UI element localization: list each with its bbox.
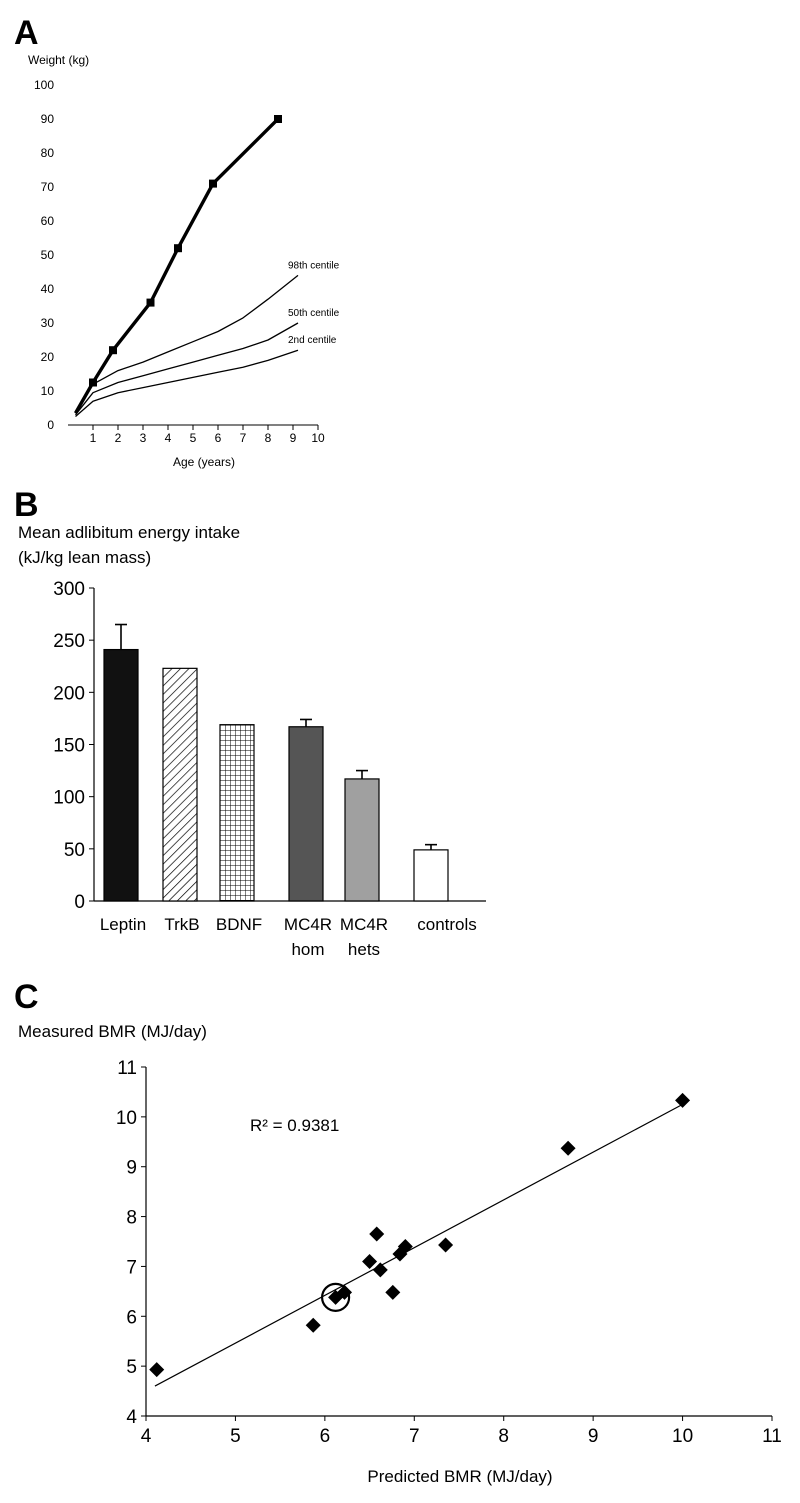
- c-x-tick-label: 6: [320, 1426, 331, 1447]
- b-y-axis-label-line1: Mean adlibitum energy intake: [18, 523, 240, 542]
- c-data-point: [438, 1237, 454, 1253]
- c-data-point: [675, 1092, 691, 1108]
- c-x-tick-label: 7: [409, 1426, 420, 1447]
- a-x-tick-label: 9: [290, 431, 297, 445]
- c-y-tick-label: 10: [116, 1108, 137, 1129]
- a-data-point: [274, 115, 282, 123]
- a-data-point: [89, 378, 97, 387]
- c-x-tick-label: 8: [498, 1426, 509, 1447]
- a-x-tick-label: 1: [90, 431, 97, 445]
- c-data-point: [372, 1262, 388, 1278]
- b-category-label: TrkB: [164, 915, 199, 934]
- a-patient-weight-line: [74, 117, 280, 414]
- b-category-label: MC4R: [284, 915, 332, 934]
- a-x-tick-label: 7: [240, 431, 247, 445]
- c-y-tick-label: 11: [117, 1058, 137, 1079]
- b-category-label: Leptin: [100, 915, 146, 934]
- panel-label-a: A: [14, 14, 39, 52]
- a-series-label: 50th centile: [288, 308, 340, 319]
- c-data-point: [305, 1317, 321, 1333]
- b-bar: [162, 667, 198, 902]
- a-y-tick-label: 100: [34, 78, 54, 92]
- b-category-label-line2: hets: [348, 940, 380, 959]
- a-y-tick-label: 50: [41, 248, 55, 262]
- b-category-label-line2: hom: [291, 940, 324, 959]
- b-category-label: MC4R: [340, 915, 388, 934]
- b-y-tick-label: 150: [53, 736, 85, 757]
- c-x-tick-label: 4: [141, 1426, 152, 1447]
- c-y-tick-label: 7: [126, 1257, 137, 1278]
- a-y-tick-label: 90: [41, 112, 55, 126]
- a-x-tick-label: 2: [115, 431, 122, 445]
- b-bar: [219, 724, 255, 902]
- a-y-tick-label: 60: [41, 214, 55, 228]
- a-data-point: [209, 179, 217, 188]
- a-y-tick-label: 70: [41, 180, 55, 194]
- a-data-point: [174, 244, 182, 253]
- c-y-tick-label: 6: [126, 1307, 137, 1328]
- c-data-point: [560, 1140, 576, 1156]
- a-x-tick-label: 5: [190, 431, 197, 445]
- a-y-tick-label: 10: [41, 384, 55, 398]
- c-x-axis-label: Predicted BMR (MJ/day): [367, 1467, 552, 1486]
- c-x-tick-label: 5: [230, 1426, 241, 1447]
- c-y-tick-label: 5: [126, 1357, 137, 1378]
- b-y-tick-label: 300: [53, 579, 85, 600]
- a-x-tick-label: 8: [265, 431, 272, 445]
- c-data-point: [369, 1226, 385, 1242]
- a-y-axis-label: Weight (kg): [28, 53, 89, 67]
- c-trendline: [154, 1103, 683, 1387]
- a-y-tick-label: 0: [47, 418, 54, 432]
- b-y-tick-label: 100: [53, 788, 85, 809]
- a-x-tick-label: 3: [140, 431, 147, 445]
- a-data-point: [146, 298, 155, 307]
- a-data-point: [109, 346, 117, 355]
- a-series-label: 2nd centile: [288, 335, 337, 346]
- b-y-tick-label: 250: [53, 631, 85, 652]
- a-centile-line: [75, 349, 299, 417]
- c-data-point: [149, 1362, 165, 1378]
- c-x-tick-label: 9: [588, 1426, 599, 1447]
- b-y-tick-label: 0: [74, 892, 85, 913]
- panel-label-b: B: [14, 486, 39, 524]
- a-x-tick-label: 4: [165, 431, 172, 445]
- a-y-tick-label: 20: [41, 350, 55, 364]
- a-y-tick-label: 80: [41, 146, 55, 160]
- b-bar: [288, 726, 324, 902]
- c-y-tick-label: 9: [126, 1158, 137, 1179]
- a-series-label: 98th centile: [288, 260, 340, 271]
- c-y-tick-label: 4: [126, 1407, 137, 1428]
- a-y-tick-label: 30: [41, 316, 55, 330]
- panel-label-c: C: [14, 978, 39, 1016]
- a-y-tick-label: 40: [41, 282, 55, 296]
- a-centile-line: [74, 274, 299, 414]
- c-x-tick-label: 10: [672, 1426, 693, 1447]
- b-y-tick-label: 200: [53, 683, 85, 704]
- c-highlight-circle: [320, 1282, 351, 1312]
- b-bar: [103, 648, 139, 902]
- b-y-tick-label: 50: [64, 840, 85, 861]
- b-category-label: BDNF: [216, 915, 262, 934]
- c-y-tick-label: 8: [126, 1208, 137, 1229]
- a-x-tick-label: 6: [215, 431, 222, 445]
- c-data-point: [385, 1284, 401, 1300]
- c-data-point: [362, 1253, 378, 1269]
- b-y-axis-label-line2: (kJ/kg lean mass): [18, 548, 151, 567]
- c-y-axis-label: Measured BMR (MJ/day): [18, 1022, 207, 1041]
- a-centile-line: [74, 322, 299, 416]
- b-bar: [344, 778, 380, 902]
- c-x-tick-label: 11: [762, 1426, 782, 1447]
- a-x-tick-label: 10: [311, 431, 325, 445]
- c-data-point: [397, 1238, 413, 1254]
- c-r-squared-annotation: R² = 0.9381: [250, 1116, 339, 1135]
- a-x-axis-label: Age (years): [173, 455, 235, 469]
- b-category-label: controls: [417, 915, 477, 934]
- b-bar: [413, 849, 449, 902]
